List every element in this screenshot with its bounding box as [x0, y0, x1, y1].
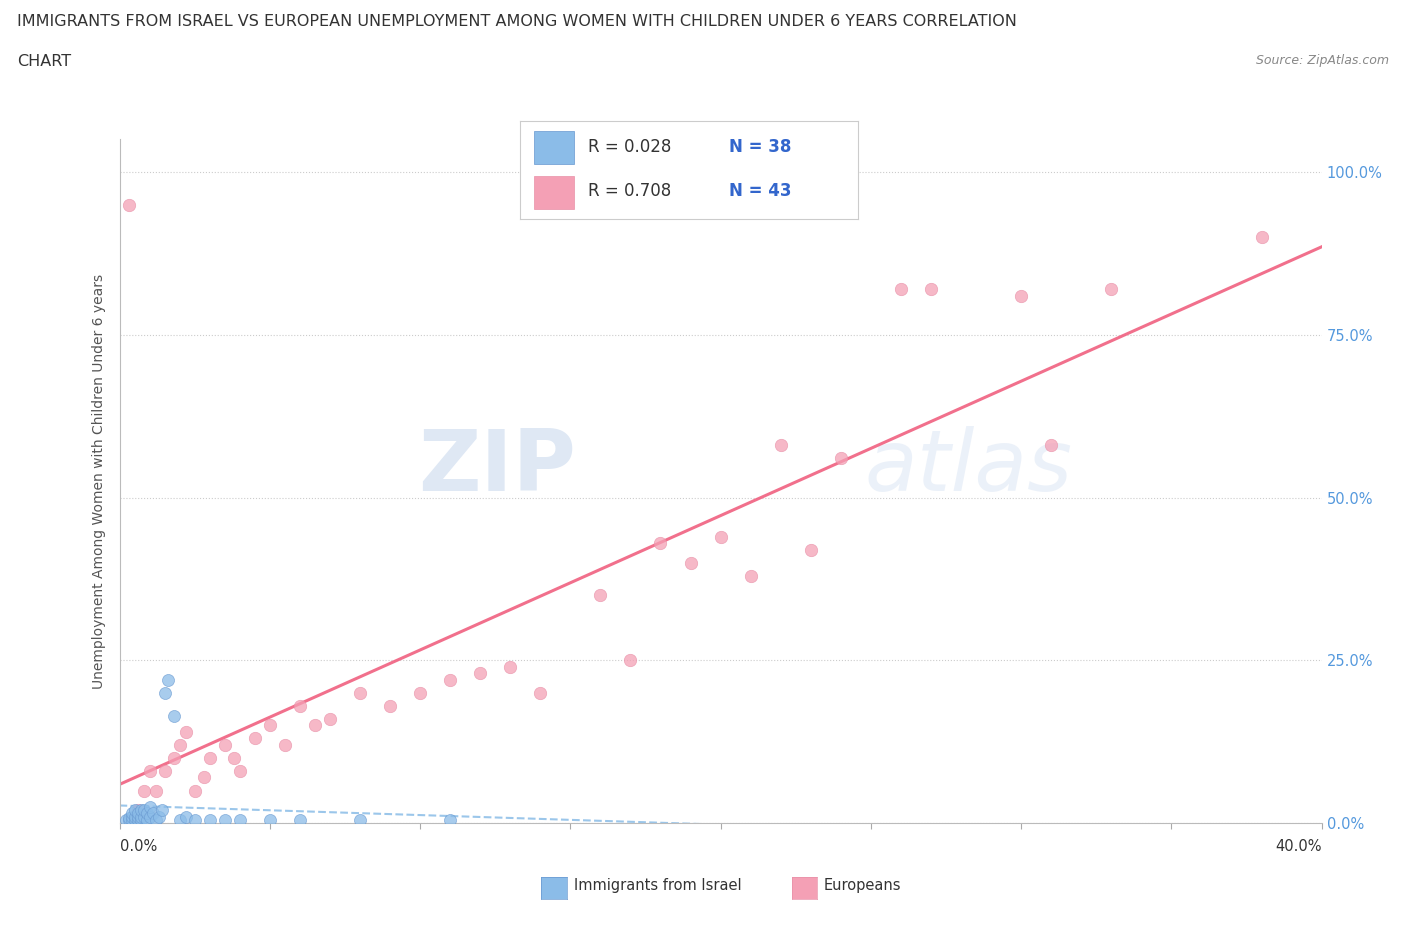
- Point: [132, 783, 155, 798]
- Point: [439, 672, 461, 687]
- Point: [138, 800, 160, 815]
- Point: [830, 451, 852, 466]
- Text: CHART: CHART: [17, 54, 70, 69]
- Text: IMMIGRANTS FROM ISRAEL VS EUROPEAN UNEMPLOYMENT AMONG WOMEN WITH CHILDREN UNDER : IMMIGRANTS FROM ISRAEL VS EUROPEAN UNEMP…: [17, 14, 1017, 29]
- Point: [138, 764, 160, 778]
- Text: R = 0.028: R = 0.028: [588, 139, 671, 156]
- Point: [198, 813, 221, 828]
- Point: [409, 685, 432, 700]
- Point: [121, 805, 143, 821]
- Point: [259, 813, 281, 828]
- Point: [1010, 288, 1032, 303]
- Point: [1099, 282, 1122, 297]
- Point: [214, 813, 236, 828]
- Point: [214, 737, 236, 752]
- Point: [228, 764, 252, 778]
- Point: [529, 685, 551, 700]
- Point: [920, 282, 942, 297]
- Point: [740, 568, 762, 583]
- Point: [499, 659, 522, 674]
- FancyBboxPatch shape: [534, 130, 574, 164]
- Text: atlas: atlas: [865, 426, 1073, 509]
- Point: [114, 813, 136, 828]
- Point: [589, 588, 612, 603]
- Point: [129, 813, 152, 828]
- Point: [288, 698, 311, 713]
- Point: [800, 542, 823, 557]
- Point: [1250, 230, 1272, 245]
- Point: [319, 711, 342, 726]
- Point: [243, 731, 266, 746]
- Point: [124, 813, 146, 828]
- Point: [127, 803, 149, 817]
- Point: [709, 529, 731, 544]
- Point: [1040, 438, 1063, 453]
- Point: [135, 813, 157, 828]
- Point: [138, 809, 160, 824]
- Point: [124, 803, 146, 817]
- Point: [193, 770, 215, 785]
- Text: N = 43: N = 43: [730, 182, 792, 200]
- Text: Immigrants from Israel: Immigrants from Israel: [574, 878, 741, 893]
- Point: [124, 809, 146, 824]
- Point: [228, 813, 252, 828]
- Text: 0.0%: 0.0%: [120, 839, 156, 854]
- Text: N = 38: N = 38: [730, 139, 792, 156]
- Point: [349, 685, 371, 700]
- Text: 40.0%: 40.0%: [1275, 839, 1322, 854]
- Point: [162, 751, 184, 765]
- Text: R = 0.708: R = 0.708: [588, 182, 671, 200]
- Point: [127, 809, 149, 824]
- Point: [174, 724, 197, 739]
- Point: [198, 751, 221, 765]
- Point: [129, 809, 152, 824]
- Point: [127, 813, 149, 828]
- Text: Source: ZipAtlas.com: Source: ZipAtlas.com: [1256, 54, 1389, 67]
- Point: [183, 783, 205, 798]
- Point: [121, 809, 143, 824]
- Point: [890, 282, 912, 297]
- Point: [169, 813, 191, 828]
- Point: [349, 813, 371, 828]
- Point: [439, 813, 461, 828]
- Text: Europeans: Europeans: [824, 878, 901, 893]
- Point: [169, 737, 191, 752]
- Point: [153, 685, 176, 700]
- Point: [132, 809, 155, 824]
- Point: [145, 813, 167, 828]
- Point: [156, 672, 179, 687]
- Point: [162, 709, 184, 724]
- Point: [121, 813, 143, 828]
- Point: [378, 698, 401, 713]
- Point: [174, 809, 197, 824]
- Point: [650, 536, 672, 551]
- Point: [117, 813, 139, 828]
- Point: [145, 783, 167, 798]
- Point: [183, 813, 205, 828]
- FancyBboxPatch shape: [534, 176, 574, 209]
- Point: [117, 197, 139, 212]
- Point: [222, 751, 245, 765]
- Point: [150, 803, 173, 817]
- Point: [132, 803, 155, 817]
- Point: [117, 810, 139, 825]
- Y-axis label: Unemployment Among Women with Children Under 6 years: Unemployment Among Women with Children U…: [93, 273, 107, 689]
- Point: [129, 803, 152, 817]
- Point: [142, 805, 165, 821]
- Point: [148, 809, 170, 824]
- Point: [679, 555, 702, 570]
- Point: [619, 653, 641, 668]
- Text: ZIP: ZIP: [419, 426, 576, 509]
- Point: [127, 805, 149, 821]
- Point: [259, 718, 281, 733]
- Point: [288, 813, 311, 828]
- Point: [468, 666, 492, 681]
- Point: [135, 805, 157, 821]
- Point: [274, 737, 297, 752]
- Point: [769, 438, 792, 453]
- Point: [304, 718, 326, 733]
- Point: [153, 764, 176, 778]
